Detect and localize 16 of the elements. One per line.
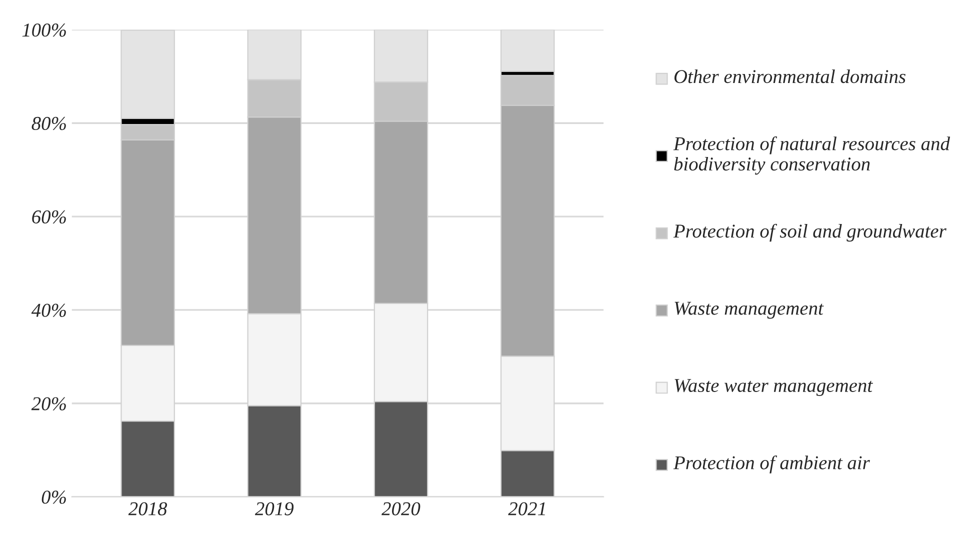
x-tick-label: 2018: [128, 502, 168, 516]
legend-label: Protection of natural resources and biodiversity conservation: [673, 136, 950, 175]
y-tick-label: 0%: [42, 490, 66, 504]
y-tick-label: 80%: [32, 116, 66, 130]
y-tick-label: 100%: [22, 24, 66, 37]
x-tick-label: 2019: [254, 502, 294, 516]
y-tick-label: 20%: [31, 397, 66, 410]
y-tick-label: 60%: [32, 210, 66, 224]
x-tick-label: 2021: [508, 502, 545, 516]
legend-label: Protection of soil and groundwater: [673, 224, 946, 242]
x-tick-label: 2020: [382, 502, 420, 516]
y-tick-label: 40%: [31, 304, 66, 317]
legend-label: Waste management: [674, 302, 824, 319]
legend-label: Waste water management: [674, 379, 873, 396]
legend-label: Protection of ambient air: [673, 455, 870, 474]
legend-label: Other environmental domains: [674, 69, 906, 84]
